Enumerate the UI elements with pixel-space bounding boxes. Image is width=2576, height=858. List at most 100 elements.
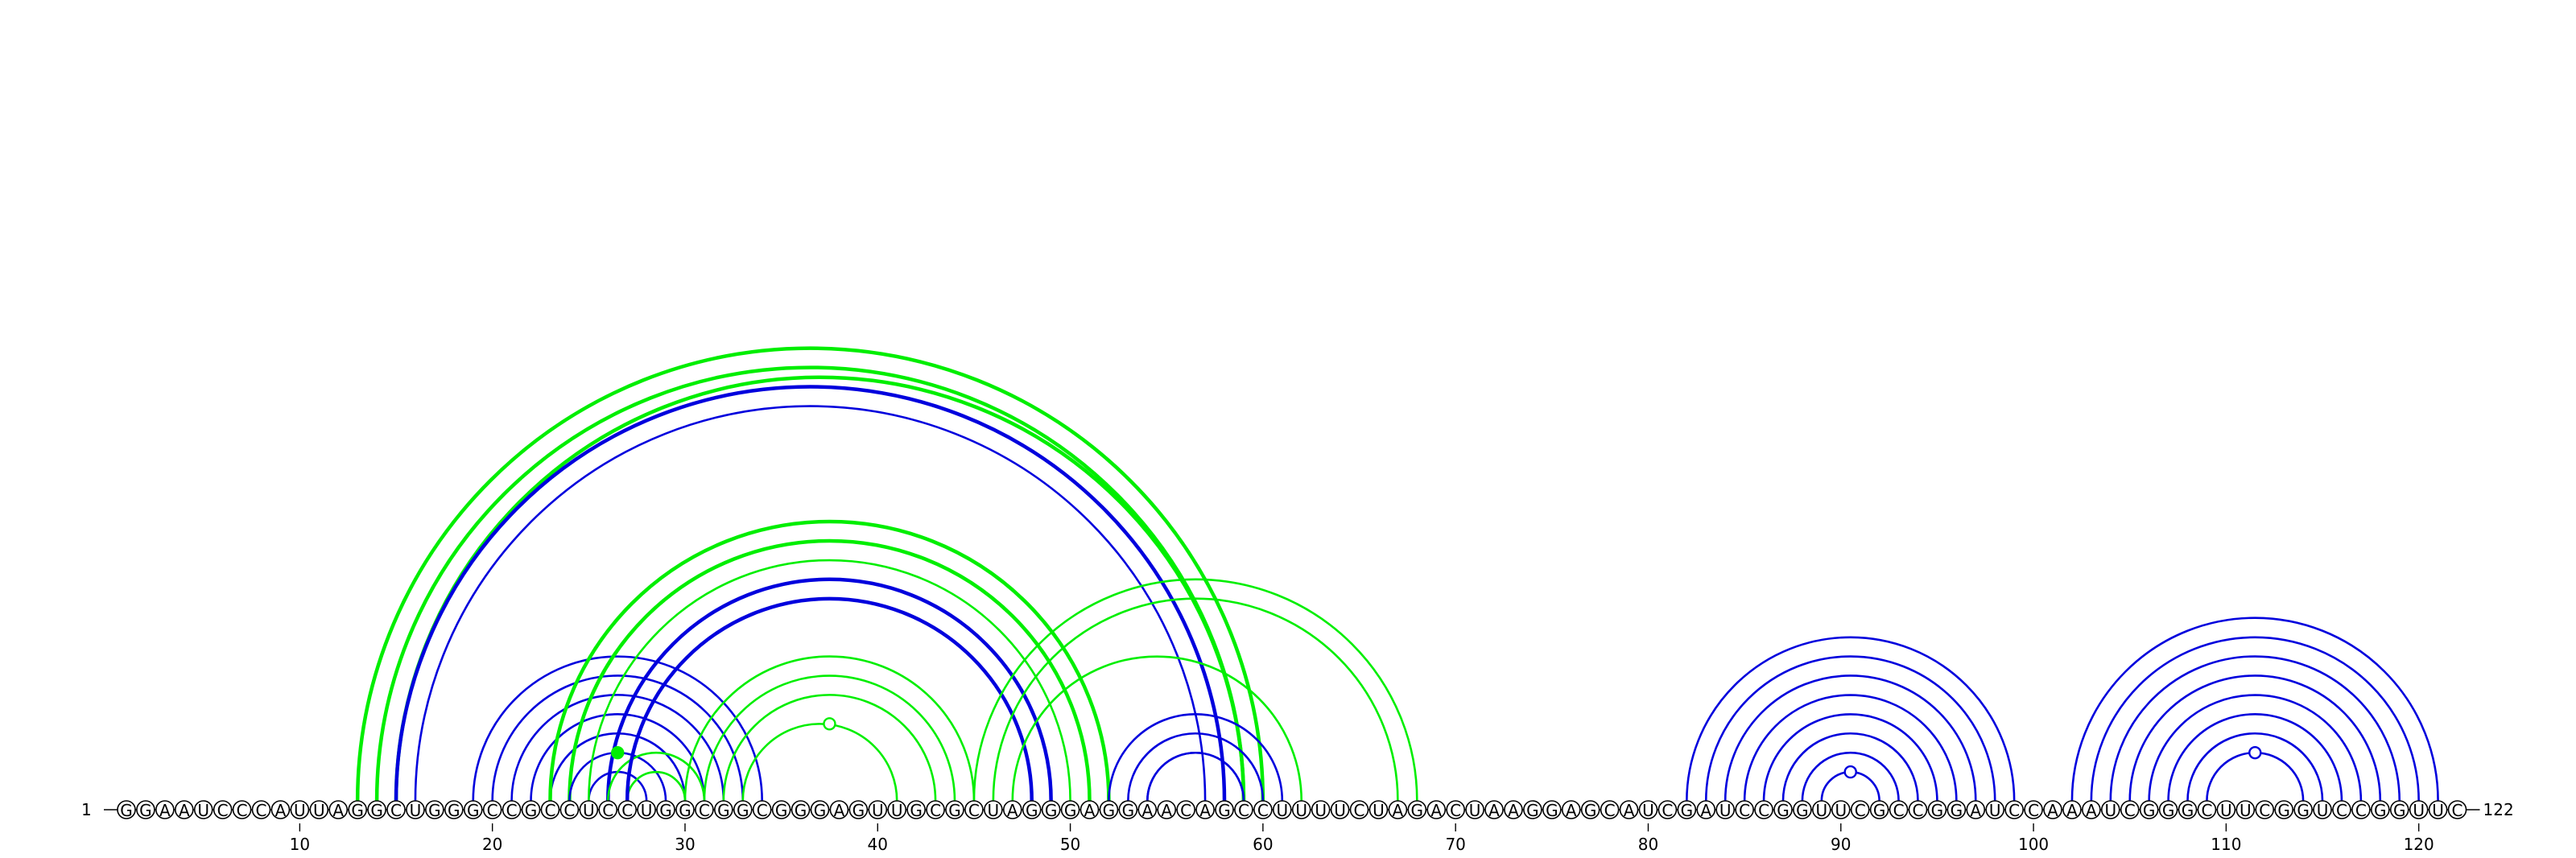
nucleotide-letter: U [872,801,884,820]
pair-arc [355,346,1265,802]
pair-arc [1762,713,1938,802]
nucleotide-letter: C [1450,801,1461,820]
nucleotide-circle [1349,800,1369,819]
nucleotide-letter: A [1199,801,1211,820]
nucleotide-letter: C [2008,801,2020,820]
pair-arc [1724,674,1977,802]
nucleotide: C [1735,800,1754,820]
nucleotide-circle [2389,800,2409,819]
nucleotide-circle [2178,800,2198,819]
nucleotide-letter: C [1604,801,1616,820]
nucleotide-letter: G [1064,801,1077,820]
nucleotide-letter: C [564,801,575,820]
nucleotide-letter: G [852,801,865,820]
nucleotide-letter: C [1913,801,1924,820]
nucleotide: C [559,800,580,820]
nucleotide-letter: A [1508,801,1519,820]
nucleotide-letter: G [795,801,807,820]
nucleotide: G [1793,800,1812,820]
nucleotide: G [791,800,811,820]
nucleotide: C [540,800,560,820]
nucleotide-circle [656,800,675,819]
tick-label: 70 [1445,835,1465,854]
pair-arc [1146,751,1245,802]
pair-arc [606,751,706,802]
nucleotide-letter: U [1816,801,1828,820]
pair-arc [588,559,1071,802]
nucleotide: U [1368,800,1389,820]
pair-arc [394,375,1246,802]
nucleotide-letter: C [2124,801,2136,820]
nucleotide-letter: G [1873,801,1886,820]
nucleotide: G [1523,800,1542,820]
nucleotide: G [2389,800,2409,820]
nucleotide-letter: C [757,801,768,820]
pair-arc [1743,694,1958,802]
pair-arc [2128,674,2382,802]
arc-marker [611,745,625,760]
nucleotide: C [251,800,271,820]
nucleotide-circle [386,800,406,819]
nucleotide: C [964,800,984,820]
nucleotide: G [2158,800,2178,820]
nucleotide: C [482,800,502,820]
nucleotide-letter: U [583,801,595,820]
nucleotide-circle [2082,800,2101,819]
pair-arc [683,655,976,802]
pair-arc [625,596,1034,802]
nucleotide-circle [1002,800,1022,819]
pair-arc [588,770,648,802]
nucleotide-circle [2351,800,2371,819]
nucleotide: U [1638,800,1658,820]
nucleotide-circle [2409,800,2429,819]
nucleotide: G [2274,800,2293,820]
nucleotide: C [213,800,233,820]
nucleotide-letter: G [1546,801,1558,820]
nucleotide: C [1234,800,1253,820]
pair-arc [2186,732,2324,802]
nucleotide-circle [328,800,349,819]
nucleotide-letter: A [1700,801,1711,820]
nucleotide-letter: U [641,801,653,820]
nucleotide-letter: G [2393,801,2406,820]
nucleotide-letter: G [775,801,788,820]
pair-arc [1781,732,1919,802]
nucleotide-letter: G [2182,801,2194,820]
nucleotide-circle [926,800,945,819]
nucleotide-circle [1657,800,1678,819]
arc-markers [611,717,2262,779]
nucleotide-circle [2274,800,2293,819]
nucleotide-circle [1946,800,1967,819]
nucleotide-letter: C [621,801,633,820]
nucleotide-circle [117,800,136,819]
nucleotide-circle [579,800,599,819]
nucleotide: A [328,800,349,820]
nucleotide: C [502,800,522,820]
nucleotide: A [1484,800,1504,820]
nucleotide-circle [1927,800,1947,819]
nucleotide-circle [1330,800,1350,819]
tick-label: 110 [2211,835,2241,854]
nucleotide-letter: U [294,801,306,820]
nucleotide: G [1927,800,1947,820]
nucleotide: G [733,800,753,820]
nucleotide-letter: G [659,801,672,820]
nucleotide: G [2293,800,2313,820]
nucleotide-letter: A [1393,801,1404,820]
pair-arc [568,538,1092,802]
pair-arc [1686,636,2016,802]
pair-arc [2109,655,2401,802]
nucleotide-letter: A [2086,801,2097,820]
nucleotide: A [1966,800,1986,820]
base-pair-arcs [355,346,2439,802]
nucleotide: G [117,800,136,820]
nucleotide: G [1677,800,1697,820]
nucleotide-circle [1985,800,2005,819]
nucleotide-letter: C [2336,801,2347,820]
nucleotide-circle [1022,800,1042,819]
nucleotide: U [1715,800,1735,820]
tick-label: 50 [1060,835,1080,854]
nucleotide-letter: G [370,801,383,820]
nucleotide: C [1349,800,1369,820]
nucleotide-circle [829,800,849,819]
